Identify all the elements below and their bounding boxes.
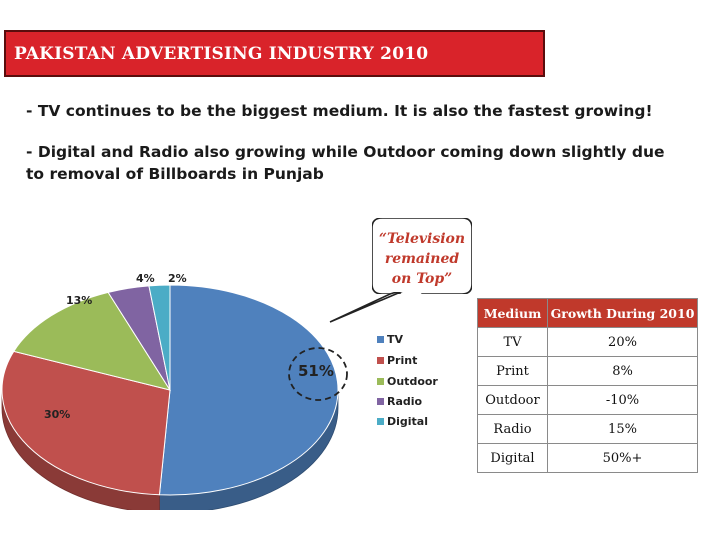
- slice-label-digital: 2%: [168, 272, 187, 285]
- table-row: Outdoor -10%: [477, 385, 698, 415]
- pie-slice-outdoor: [13, 291, 172, 391]
- slice-label-radio: 4%: [136, 272, 155, 285]
- table-row: Digital 50%+: [477, 443, 698, 473]
- legend-label: TV: [387, 333, 404, 346]
- table-cell-medium: Digital: [477, 443, 548, 473]
- table-cell-medium: TV: [477, 327, 548, 357]
- table-cell-growth: 8%: [547, 356, 698, 386]
- table-cell-growth: 50%+: [547, 443, 698, 473]
- pie-chart: [1, 284, 339, 510]
- table-cell-medium: Print: [477, 356, 548, 386]
- table-row: Print 8%: [477, 356, 698, 386]
- slice-label-outdoor: 13%: [66, 294, 93, 307]
- legend-swatch: [377, 336, 384, 343]
- legend-label: Outdoor: [387, 375, 438, 388]
- legend-swatch: [377, 357, 384, 364]
- table-cell-growth: 20%: [547, 327, 698, 357]
- legend-swatch: [377, 398, 384, 405]
- title-banner: PAKISTAN ADVERTISING INDUSTRY 2010: [4, 30, 545, 77]
- bullet-text-tv: - TV continues to be the biggest medium.…: [26, 102, 653, 120]
- callout-pointer: [329, 276, 414, 323]
- table-cell-medium: Radio: [477, 414, 548, 444]
- table-header-medium: Medium: [477, 298, 548, 328]
- callout-line: remained: [384, 251, 460, 267]
- legend-label: Print: [387, 354, 418, 367]
- legend-swatch: [377, 378, 384, 385]
- pie-slice-print: [1, 350, 171, 496]
- growth-table: Medium Growth During 2010 TV 20% Print 8…: [477, 298, 698, 473]
- legend-label: Digital: [387, 415, 428, 428]
- table-header-growth: Growth During 2010: [547, 298, 698, 328]
- slice-label-tv: 51%: [298, 362, 334, 380]
- bullet-text-digital-radio: - Digital and Radio also growing while O…: [26, 143, 665, 183]
- slice-label-print: 30%: [44, 408, 71, 421]
- callout-bubble: [372, 218, 472, 294]
- callout-line: “Television: [378, 231, 466, 247]
- page-title: PAKISTAN ADVERTISING INDUSTRY 2010: [14, 44, 429, 64]
- table-row: TV 20%: [477, 327, 698, 357]
- callout-text: “Television remained on Top”: [372, 229, 472, 289]
- pie-slice-digital: [148, 284, 171, 391]
- table-row: Radio 15%: [477, 414, 698, 444]
- highlight-circle: [288, 347, 348, 401]
- table-header-row: Medium Growth During 2010: [477, 298, 698, 328]
- legend-swatch: [377, 418, 384, 425]
- table-cell-medium: Outdoor: [477, 385, 548, 415]
- table-cell-growth: 15%: [547, 414, 698, 444]
- table-cell-growth: -10%: [547, 385, 698, 415]
- legend-label: Radio: [387, 395, 423, 408]
- callout-line: on Top”: [391, 271, 453, 287]
